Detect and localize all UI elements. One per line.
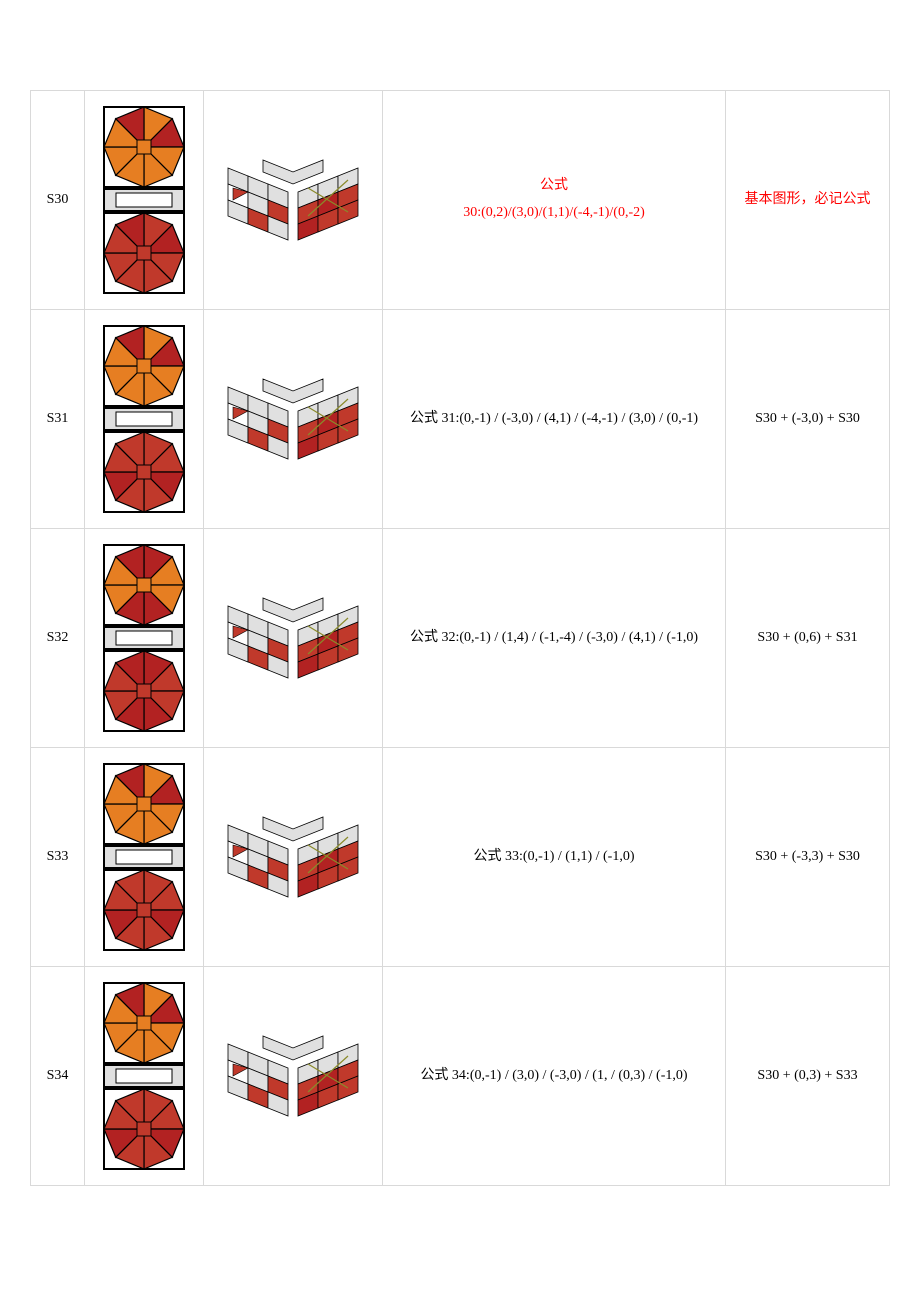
- note-text: S30 + (-3,0) + S30: [755, 411, 860, 426]
- formula-text: 公式 33:(0,-1) / (1,1) / (-1,0): [387, 844, 721, 871]
- table-row: S32 公式 32:(0,-1) / (1,4) / (-1,-4) / (-3…: [31, 529, 890, 748]
- top-view-diagram: [102, 324, 186, 514]
- isometric-diagram: [208, 1026, 378, 1126]
- note-text: S30 + (-3,3) + S30: [755, 849, 860, 864]
- formula-text: 公式 31:(0,-1) / (-3,0) / (4,1) / (-4,-1) …: [387, 406, 721, 433]
- isometric-cell: [204, 748, 383, 967]
- top-view-cell: [85, 748, 204, 967]
- formula-table: S30 公式30:(0,2)/(3,0)/(1,1)/(-4,-1)/(0,-2…: [30, 90, 890, 1186]
- table-row: S30 公式30:(0,2)/(3,0)/(1,1)/(-4,-1)/(0,-2…: [31, 91, 890, 310]
- isometric-diagram: [208, 369, 378, 469]
- formula-text: 公式 34:(0,-1) / (3,0) / (-3,0) / (1, / (0…: [387, 1063, 721, 1090]
- row-id: S30: [31, 91, 85, 310]
- formula-cell: 公式 34:(0,-1) / (3,0) / (-3,0) / (1, / (0…: [383, 967, 726, 1186]
- note-cell: S30 + (0,3) + S33: [726, 967, 890, 1186]
- top-view-cell: [85, 91, 204, 310]
- note-text: S30 + (0,3) + S33: [757, 1068, 857, 1083]
- formula-cell: 公式30:(0,2)/(3,0)/(1,1)/(-4,-1)/(0,-2): [383, 91, 726, 310]
- formula-label: 公式: [387, 173, 721, 200]
- row-id: S33: [31, 748, 85, 967]
- top-view-cell: [85, 310, 204, 529]
- note-cell: S30 + (-3,3) + S30: [726, 748, 890, 967]
- note-cell: S30 + (0,6) + S31: [726, 529, 890, 748]
- document-page: S30 公式30:(0,2)/(3,0)/(1,1)/(-4,-1)/(0,-2…: [0, 0, 920, 1276]
- isometric-diagram: [208, 588, 378, 688]
- isometric-cell: [204, 310, 383, 529]
- row-id: S32: [31, 529, 85, 748]
- top-view-diagram: [102, 762, 186, 952]
- note-text: S30 + (0,6) + S31: [757, 630, 857, 645]
- row-id: S34: [31, 967, 85, 1186]
- formula-cell: 公式 32:(0,-1) / (1,4) / (-1,-4) / (-3,0) …: [383, 529, 726, 748]
- table-row: S31 公式 31:(0,-1) / (-3,0) / (4,1) / (-4,…: [31, 310, 890, 529]
- isometric-diagram: [208, 807, 378, 907]
- formula-text: 公式 32:(0,-1) / (1,4) / (-1,-4) / (-3,0) …: [387, 625, 721, 652]
- row-id: S31: [31, 310, 85, 529]
- top-view-diagram: [102, 105, 186, 295]
- note-cell: S30 + (-3,0) + S30: [726, 310, 890, 529]
- isometric-cell: [204, 91, 383, 310]
- formula-text: 30:(0,2)/(3,0)/(1,1)/(-4,-1)/(0,-2): [387, 200, 721, 227]
- isometric-cell: [204, 529, 383, 748]
- isometric-diagram: [208, 150, 378, 250]
- table-row: S34 公式 34:(0,-1) / (3,0) / (-3,0) / (1, …: [31, 967, 890, 1186]
- top-view-cell: [85, 529, 204, 748]
- formula-cell: 公式 33:(0,-1) / (1,1) / (-1,0): [383, 748, 726, 967]
- isometric-cell: [204, 967, 383, 1186]
- note-text: 基本图形，必记公式: [745, 192, 871, 207]
- formula-cell: 公式 31:(0,-1) / (-3,0) / (4,1) / (-4,-1) …: [383, 310, 726, 529]
- table-row: S33 公式 33:(0,-1) / (1,1) / (-1,0) S30 + (…: [31, 748, 890, 967]
- top-view-cell: [85, 967, 204, 1186]
- note-cell: 基本图形，必记公式: [726, 91, 890, 310]
- top-view-diagram: [102, 981, 186, 1171]
- top-view-diagram: [102, 543, 186, 733]
